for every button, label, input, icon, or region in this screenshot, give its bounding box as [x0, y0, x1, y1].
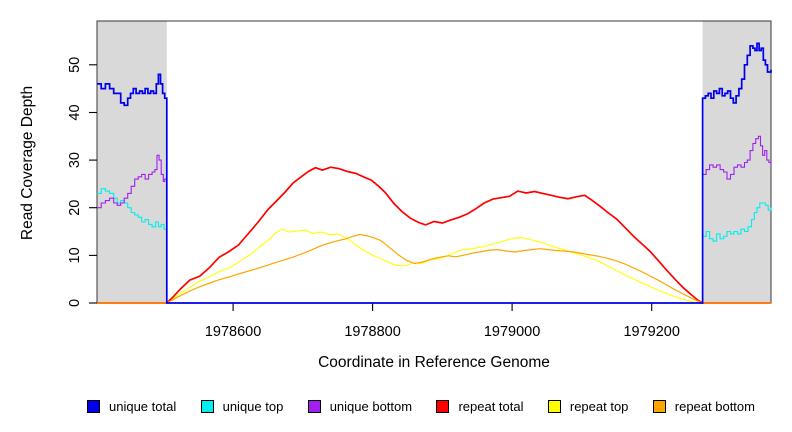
legend-label-unique-bottom: unique bottom [329, 399, 413, 414]
legend-label-repeat-total: repeat total [458, 399, 524, 414]
series-unique-top [97, 188, 772, 304]
legend-swatch-unique-bottom [307, 400, 321, 413]
legend-label-repeat-bottom: repeat bottom [674, 399, 755, 414]
shaded-region-right [702, 21, 771, 303]
series-repeat-top [97, 228, 771, 304]
series-repeat-total [97, 166, 771, 304]
legend-swatch-repeat-bottom [652, 400, 666, 413]
legend-label-unique-total: unique total [109, 399, 177, 414]
legend-item-unique-bottom: unique bottom [307, 399, 413, 414]
legend-swatch-unique-total [87, 400, 100, 413]
legend-swatch-repeat-total [436, 400, 450, 413]
y-tick-label: 20 [67, 200, 83, 216]
shaded-region-left [97, 21, 167, 303]
legend: unique total unique top unique bottom repea… [87, 399, 755, 414]
plot-border [96, 20, 772, 304]
y-tick-label: 0 [67, 299, 83, 307]
x-tick-label: 1979000 [484, 324, 540, 340]
series-unique-total [97, 42, 772, 304]
y-tick-label: 40 [67, 104, 83, 120]
legend-swatch-unique-top [200, 400, 214, 413]
legend-item-unique-total: unique total [87, 399, 176, 414]
legend-item-repeat-total: repeat total [436, 399, 524, 414]
y-tick-label: 50 [67, 57, 83, 73]
x-tick-label: 1979200 [623, 324, 679, 340]
legend-label-unique-top: unique top [222, 399, 284, 414]
series-unique-bottom [97, 135, 772, 304]
x-tick-label: 1978600 [205, 324, 261, 340]
legend-label-repeat-top: repeat top [569, 399, 629, 414]
y-tick-label: 30 [67, 152, 83, 168]
legend-item-unique-top: unique top [200, 399, 284, 414]
legend-swatch-repeat-top [547, 400, 561, 413]
legend-item-repeat-top: repeat top [547, 399, 629, 414]
x-axis-title: Coordinate in Reference Genome [318, 354, 550, 371]
series-repeat-bottom [97, 233, 771, 304]
x-tick-label: 1978800 [344, 324, 400, 340]
y-axis-title: Read Coverage Depth [19, 85, 36, 241]
plot-canvas: 1978600 1978800 1979000 1979200 0 10 20 30 40 50 [67, 20, 772, 340]
y-tick-label: 10 [67, 247, 83, 263]
legend-item-repeat-bottom: repeat bottom [652, 399, 755, 414]
